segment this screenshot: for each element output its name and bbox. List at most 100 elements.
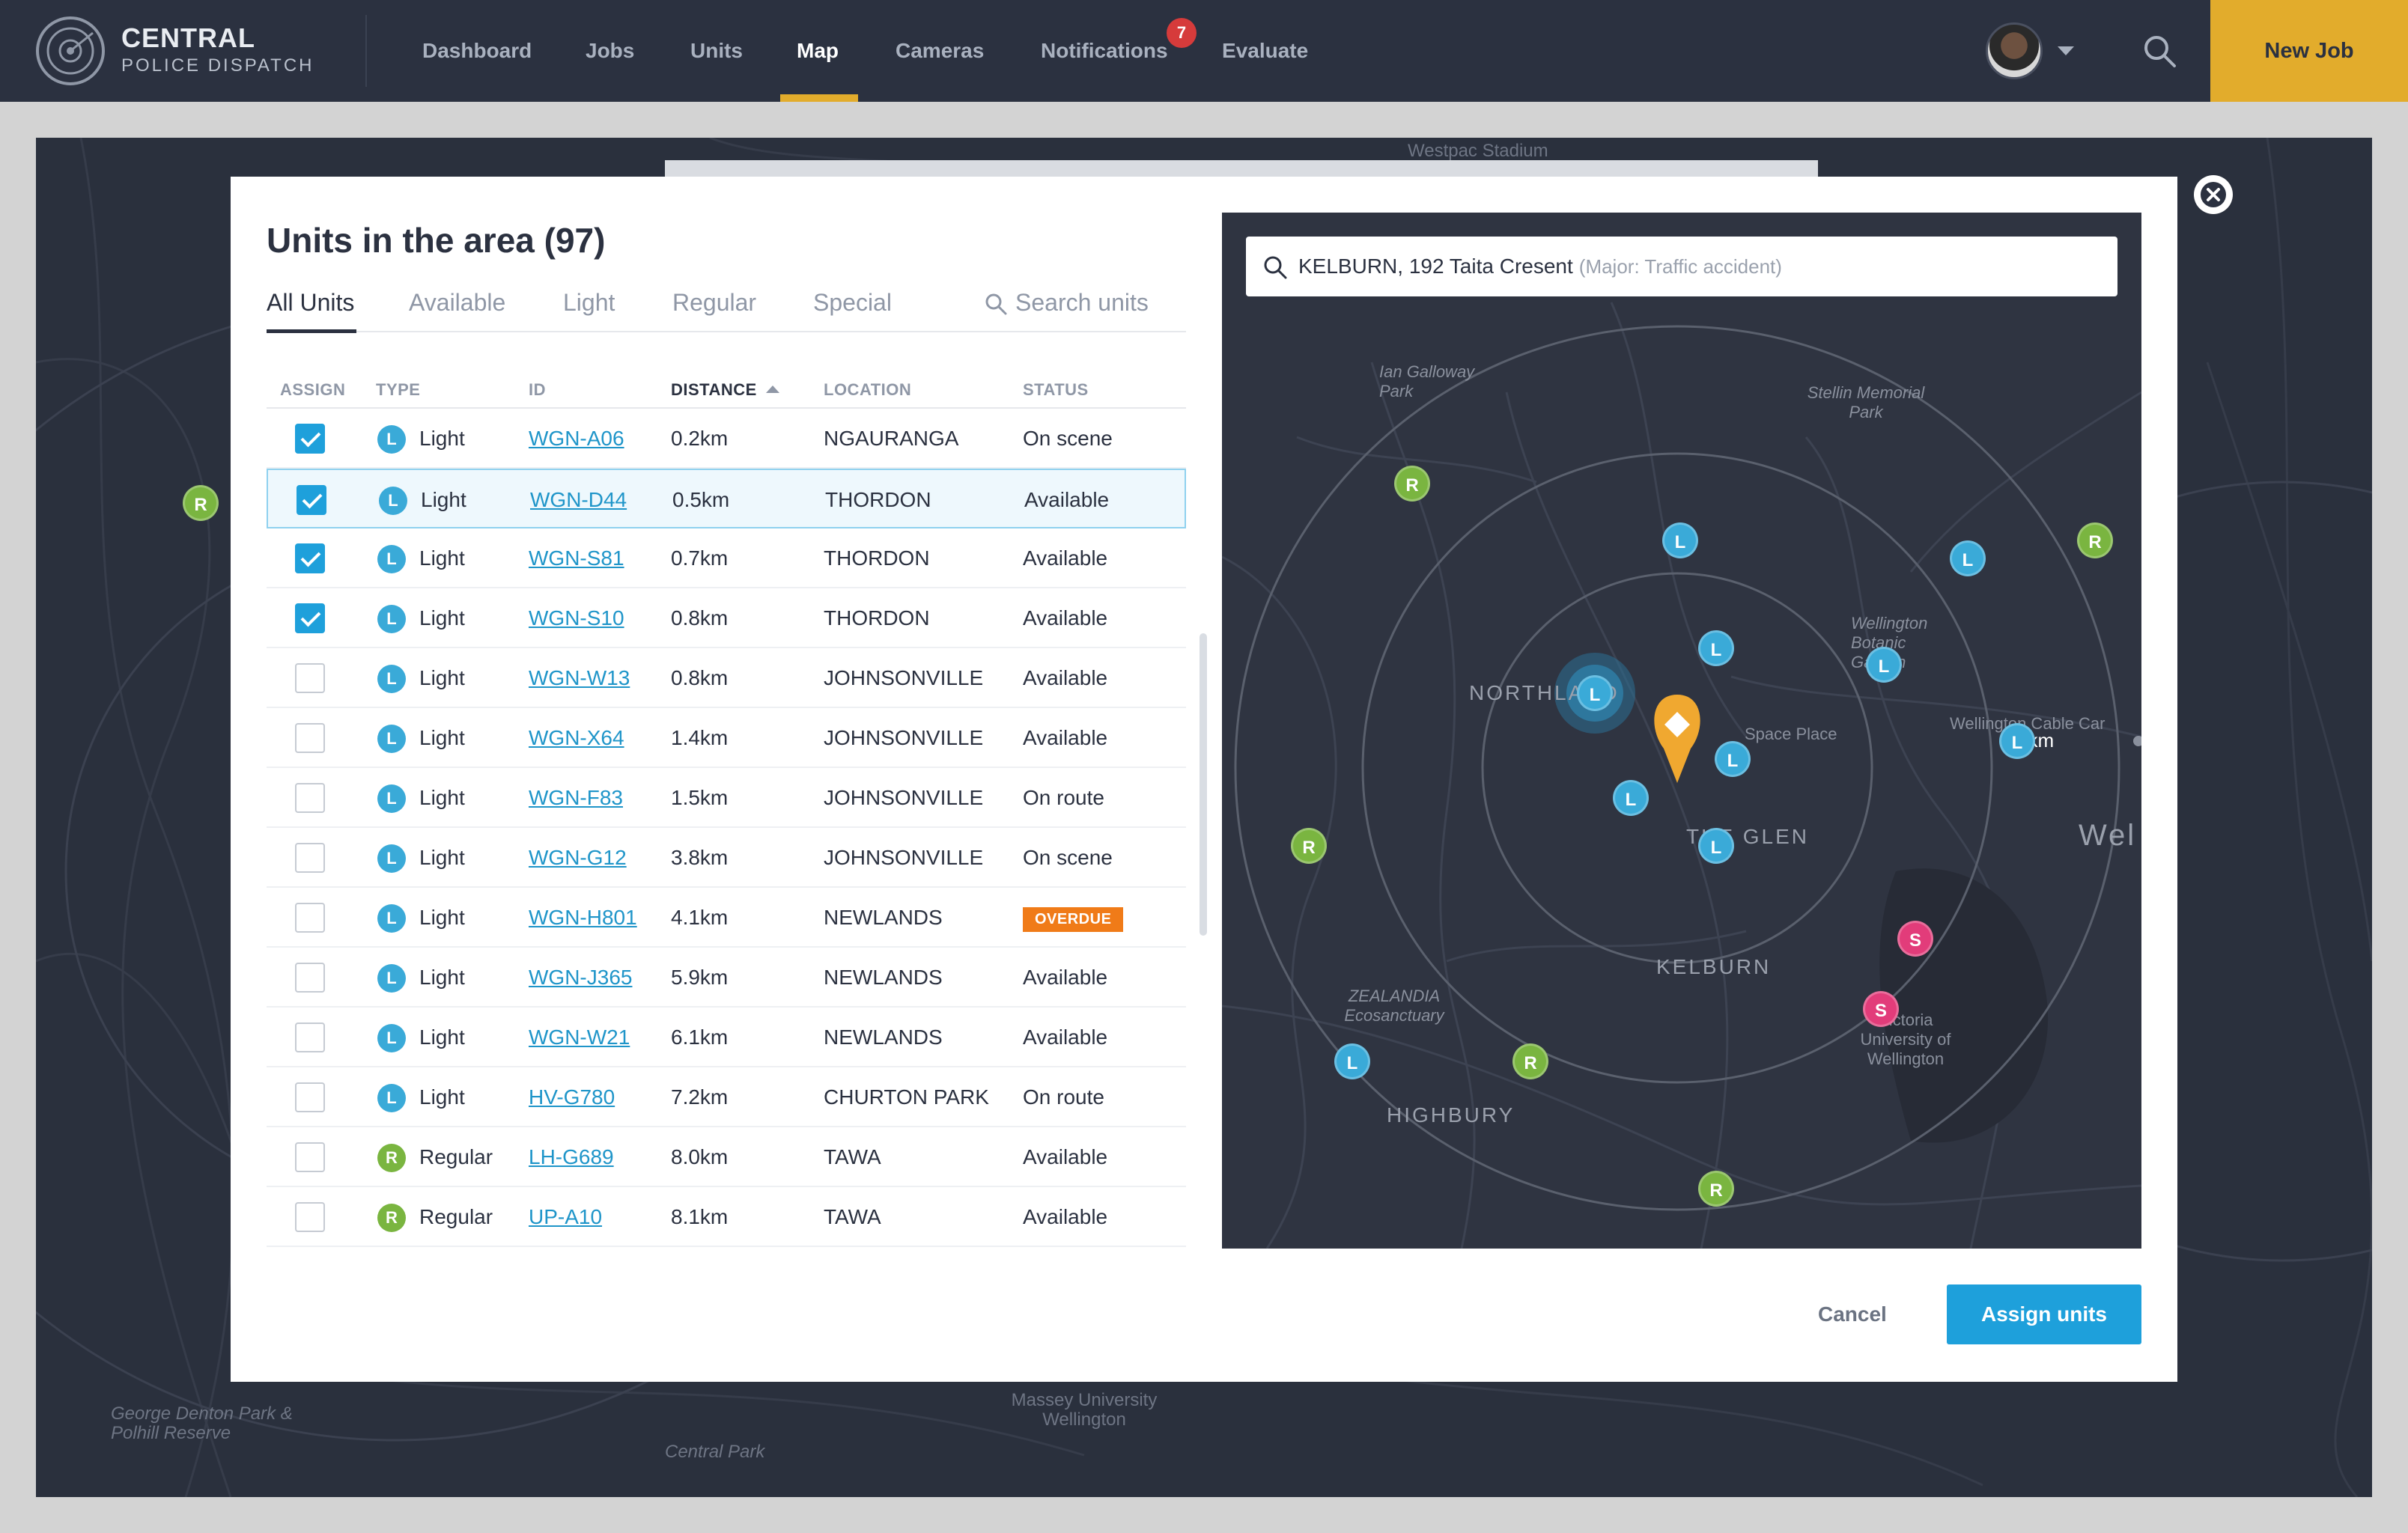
top-navigation-bar: CENTRAL POLICE DISPATCH Dashboard Jobs U… <box>0 0 2408 102</box>
table-scrollbar[interactable] <box>1200 633 1207 936</box>
map-unit-pin[interactable]: L <box>1866 647 1902 683</box>
unit-id-link[interactable]: WGN-S81 <box>529 546 624 570</box>
tab-all-units[interactable]: All Units <box>267 289 355 316</box>
unit-location: TAWA <box>824 1205 881 1228</box>
map-unit-pin[interactable]: R <box>1291 828 1327 864</box>
table-row[interactable]: L Light WGN-F83 1.5km JOHNSONVILLE On route <box>267 768 1186 828</box>
cancel-button[interactable]: Cancel <box>1818 1302 1887 1326</box>
unit-type: Light <box>419 726 465 749</box>
nav-map[interactable]: Map <box>797 39 839 62</box>
assign-checkbox[interactable] <box>297 485 326 515</box>
close-dialog-button[interactable] <box>2194 175 2233 214</box>
assign-checkbox[interactable] <box>295 843 325 873</box>
assign-checkbox[interactable] <box>295 1142 325 1172</box>
map-unit-pin[interactable]: R <box>1698 1171 1734 1207</box>
map-unit-pin[interactable]: R <box>2077 522 2113 558</box>
assign-units-button[interactable]: Assign units <box>1947 1284 2141 1344</box>
unit-type: Light <box>419 906 465 929</box>
table-row[interactable]: L Light WGN-W13 0.8km JOHNSONVILLE Available <box>267 648 1186 708</box>
unit-distance: 8.1km <box>671 1205 729 1228</box>
table-row[interactable]: L Light WGN-H801 4.1km NEWLANDS OVERDUE <box>267 888 1186 948</box>
assign-checkbox[interactable] <box>295 663 325 693</box>
unit-id-link[interactable]: LH-G689 <box>529 1145 614 1168</box>
map-unit-pin[interactable]: S <box>1863 991 1899 1027</box>
table-row[interactable]: L Light WGN-J365 5.9km NEWLANDS Available <box>267 948 1186 1008</box>
assign-checkbox[interactable] <box>295 424 325 454</box>
unit-id-link[interactable]: WGN-W21 <box>529 1025 630 1049</box>
nav-units[interactable]: Units <box>690 39 743 62</box>
table-row[interactable]: L Light WGN-X64 1.4km JOHNSONVILLE Available <box>267 708 1186 768</box>
unit-id-link[interactable]: WGN-H801 <box>529 906 637 929</box>
unit-id-link[interactable]: WGN-S10 <box>529 606 624 630</box>
map-unit-pin[interactable]: L <box>1950 540 1986 576</box>
search-icon[interactable] <box>2141 33 2179 70</box>
map-unit-pin[interactable]: R <box>1394 466 1430 502</box>
unit-type: Light <box>419 966 465 989</box>
unit-id-link[interactable]: WGN-A06 <box>529 427 624 450</box>
search-units-tab[interactable]: Search units <box>985 289 1149 317</box>
background-regular-unit-pin[interactable]: R <box>183 485 219 521</box>
map-unit-pin-highlighted[interactable]: L <box>1577 675 1613 711</box>
table-row[interactable]: L Light WGN-S10 0.8km THORDON Available <box>267 588 1186 648</box>
map-unit-pin[interactable]: L <box>1613 780 1649 816</box>
assign-checkbox[interactable] <box>295 903 325 933</box>
table-row[interactable]: L Light WGN-S81 0.7km THORDON Available <box>267 528 1186 588</box>
table-row[interactable]: L Light WGN-G12 3.8km JOHNSONVILLE On scene <box>267 828 1186 888</box>
assign-checkbox[interactable] <box>295 1082 325 1112</box>
nav-notifications[interactable]: Notifications <box>1041 39 1168 62</box>
nav-jobs[interactable]: Jobs <box>586 39 635 62</box>
nav-evaluate[interactable]: Evaluate <box>1222 39 1309 62</box>
map-unit-pin[interactable]: L <box>1662 522 1698 558</box>
map-unit-pin[interactable]: L <box>1698 630 1734 666</box>
unit-location: THORDON <box>824 546 930 570</box>
unit-id-link[interactable]: HV-G780 <box>529 1085 615 1109</box>
incident-location-marker-icon[interactable] <box>1654 695 1700 783</box>
nav-active-indicator <box>780 94 858 102</box>
column-header-status[interactable]: STATUS <box>1023 380 1089 399</box>
new-job-button[interactable]: New Job <box>2210 0 2408 102</box>
table-row[interactable]: L Light WGN-A06 0.2km NGAURANGA On scene <box>267 409 1186 469</box>
assign-checkbox[interactable] <box>295 1202 325 1232</box>
table-row[interactable]: R Regular LH-G689 8.0km TAWA Available <box>267 1127 1186 1187</box>
assign-checkbox[interactable] <box>295 603 325 633</box>
map-unit-pin[interactable]: L <box>1999 723 2035 759</box>
unit-id-link[interactable]: UP-A10 <box>529 1205 603 1228</box>
nav-dashboard[interactable]: Dashboard <box>422 39 532 62</box>
table-row[interactable]: R Regular UP-A10 8.1km TAWA Available <box>267 1187 1186 1247</box>
user-avatar[interactable] <box>1986 22 2043 79</box>
map-unit-pin[interactable]: L <box>1698 828 1734 864</box>
tab-light[interactable]: Light <box>563 289 615 316</box>
unit-id-link[interactable]: WGN-W13 <box>529 666 630 689</box>
assign-checkbox[interactable] <box>295 1022 325 1052</box>
bg-label-massey-university: Massey University Wellington <box>1011 1390 1158 1430</box>
tab-available[interactable]: Available <box>409 289 506 316</box>
table-row[interactable]: L Light WGN-W21 6.1km NEWLANDS Available <box>267 1008 1186 1067</box>
column-header-type[interactable]: TYPE <box>376 380 421 399</box>
unit-type: Light <box>421 488 466 511</box>
table-row[interactable]: L Light HV-G780 7.2km CHURTON PARK On route <box>267 1067 1186 1127</box>
column-header-distance[interactable]: DISTANCE <box>671 380 779 400</box>
unit-location: JOHNSONVILLE <box>824 846 984 869</box>
unit-id-link[interactable]: WGN-F83 <box>529 786 623 809</box>
unit-id-link[interactable]: WGN-X64 <box>529 726 624 749</box>
map-location-search[interactable]: KELBURN, 192 Taita Cresent (Major: Traffi… <box>1246 237 2117 296</box>
assign-checkbox[interactable] <box>295 783 325 813</box>
column-header-id[interactable]: ID <box>529 380 546 399</box>
incident-map[interactable]: KELBURN, 192 Taita Cresent (Major: Traffi… <box>1222 213 2141 1249</box>
column-header-location[interactable]: LOCATION <box>824 380 912 399</box>
unit-id-link[interactable]: WGN-J365 <box>529 966 633 989</box>
chevron-down-icon[interactable] <box>2058 46 2074 55</box>
tab-special[interactable]: Special <box>813 289 892 316</box>
table-row[interactable]: L Light WGN-D44 0.5km THORDON Available <box>267 469 1186 528</box>
map-unit-pin[interactable]: R <box>1512 1043 1548 1079</box>
map-unit-pin[interactable]: L <box>1715 741 1751 777</box>
unit-id-link[interactable]: WGN-D44 <box>530 488 627 511</box>
assign-checkbox[interactable] <box>295 543 325 573</box>
nav-cameras[interactable]: Cameras <box>896 39 985 62</box>
unit-id-link[interactable]: WGN-G12 <box>529 846 627 869</box>
map-unit-pin[interactable]: L <box>1334 1043 1370 1079</box>
assign-checkbox[interactable] <box>295 723 325 753</box>
assign-checkbox[interactable] <box>295 963 325 993</box>
tab-regular[interactable]: Regular <box>672 289 757 316</box>
map-unit-pin[interactable]: S <box>1897 921 1933 957</box>
